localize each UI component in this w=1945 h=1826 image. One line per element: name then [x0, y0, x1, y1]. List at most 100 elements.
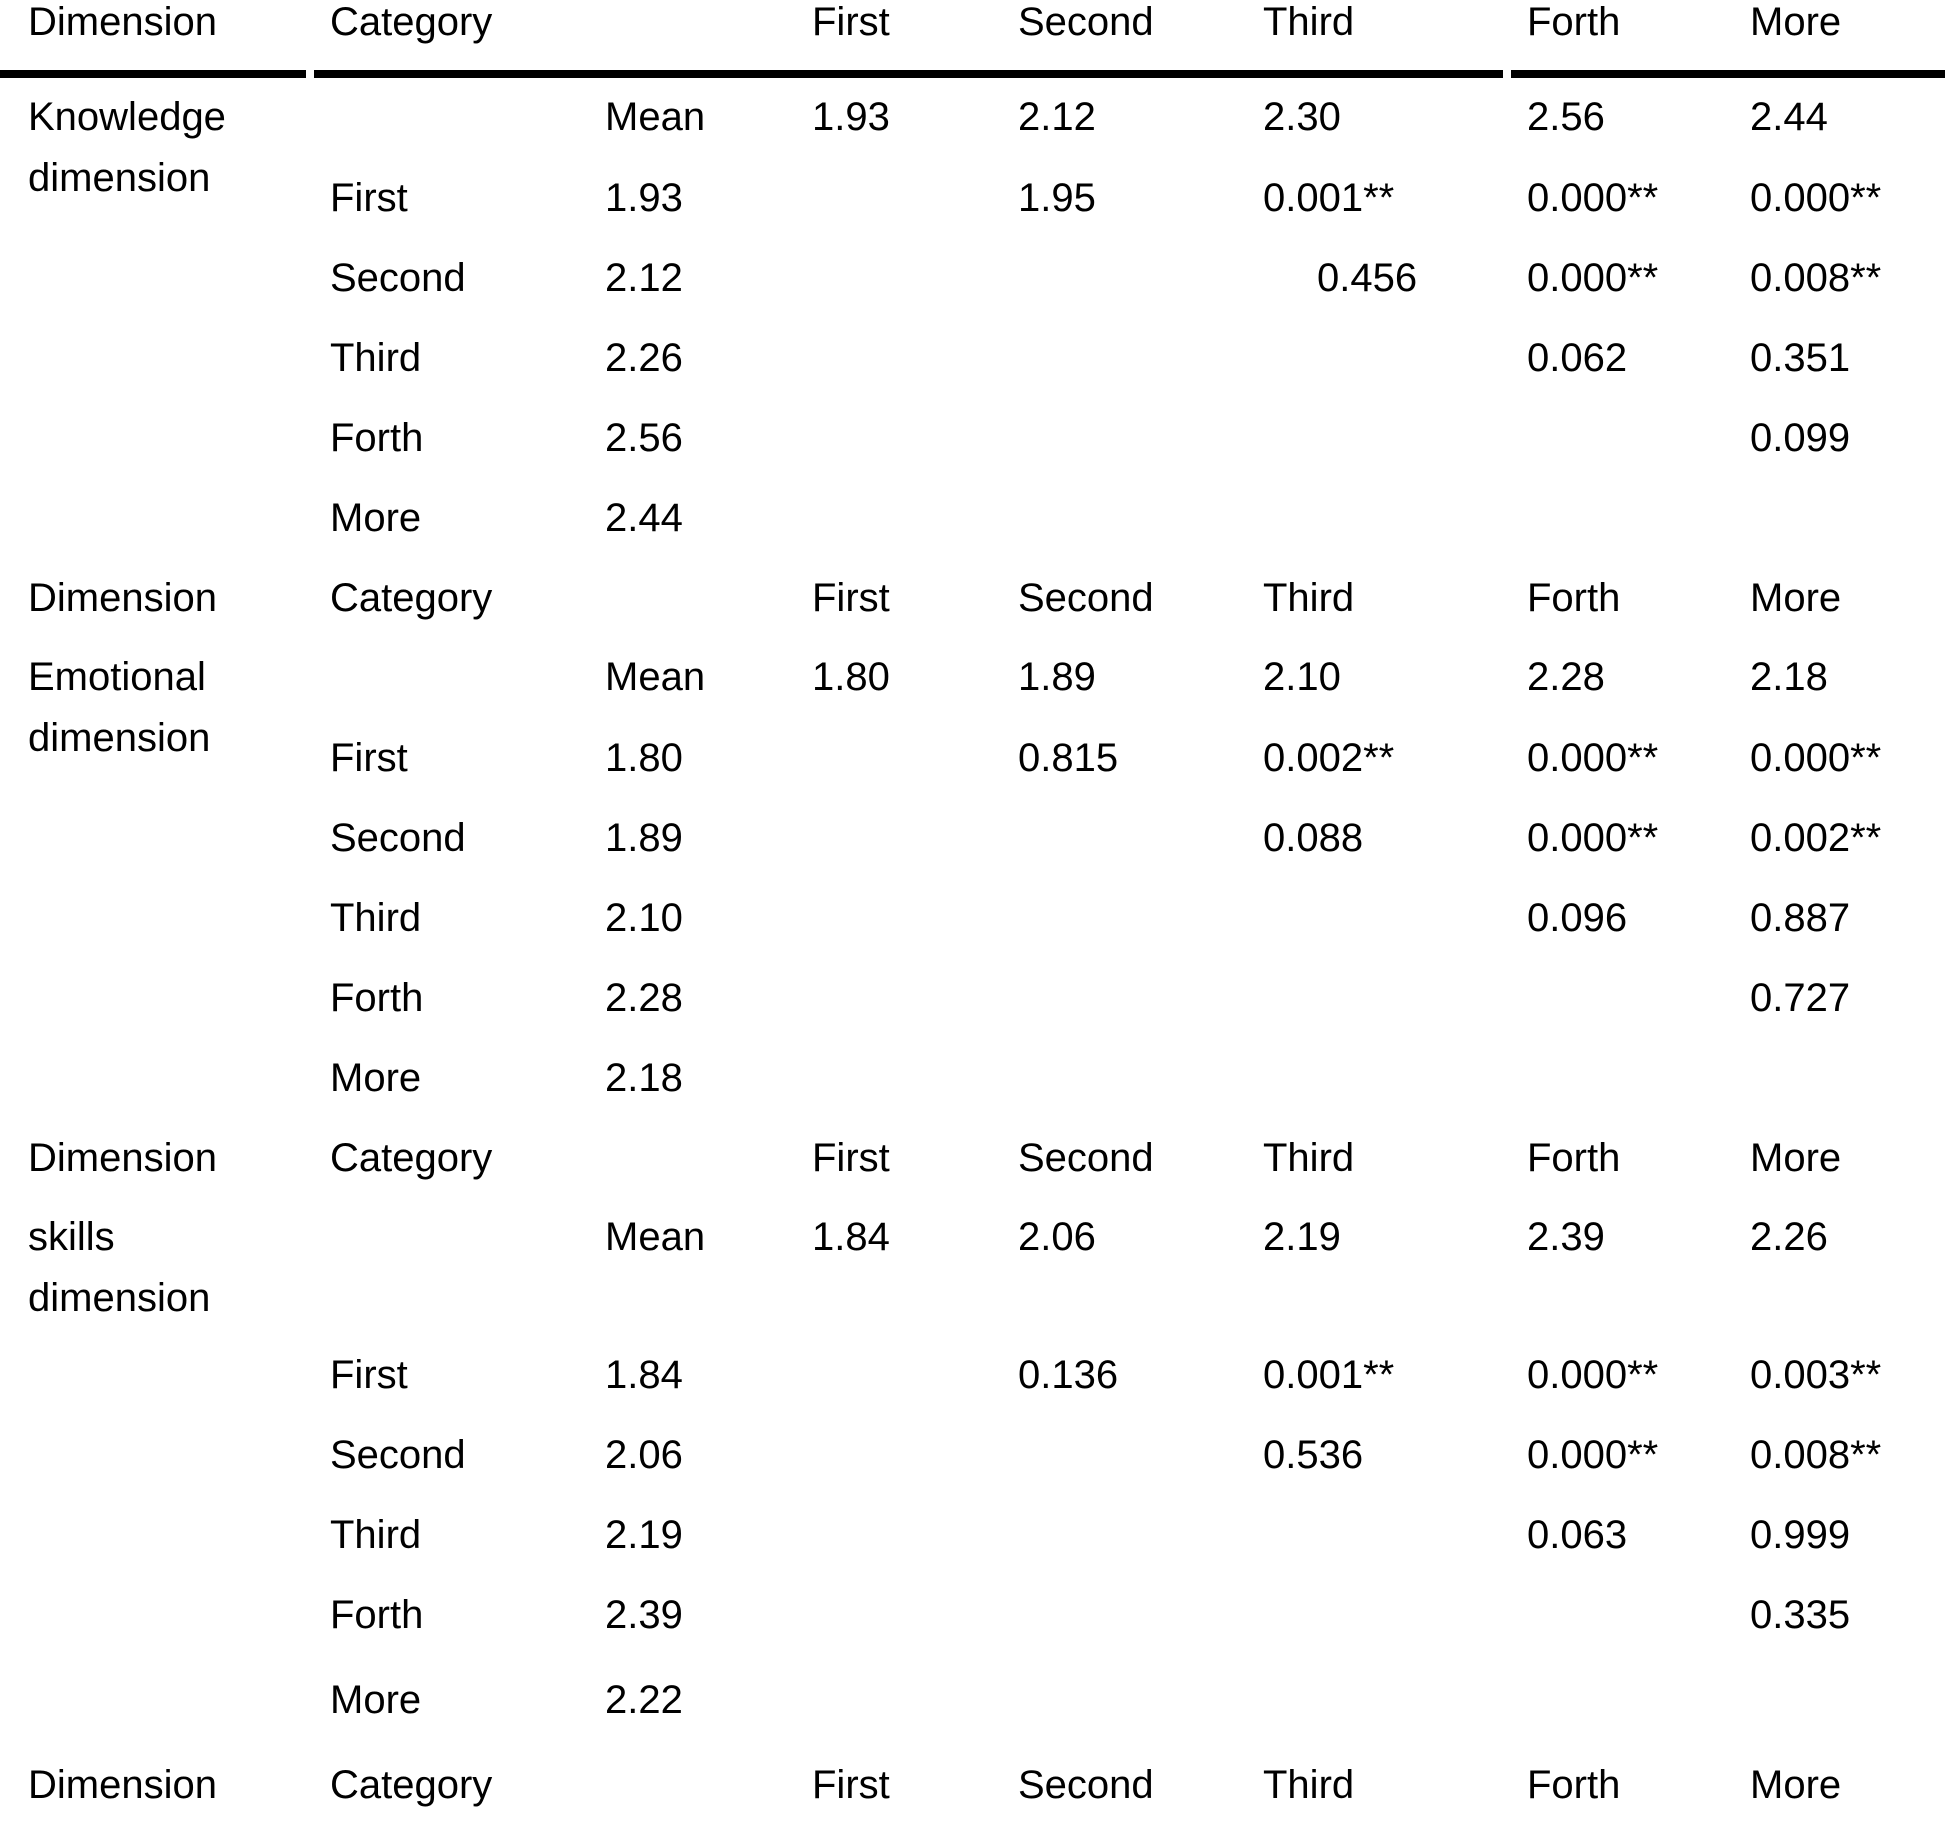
cell-p-third: 0.001** — [1263, 175, 1395, 220]
mean-value-second: 2.12 — [1018, 95, 1096, 139]
cell-p-more: 0.727 — [1750, 975, 1851, 1020]
mean-value-third: 2.19 — [1263, 1215, 1341, 1259]
column-header-third: Third — [1263, 575, 1355, 620]
mean-value-first: 1.84 — [812, 1215, 890, 1259]
cell-category-mean: 2.28 — [605, 975, 683, 1020]
column-header-more: More — [1750, 1135, 1842, 1180]
dimension-name-line2: dimension — [28, 1276, 211, 1320]
table-header-row: Dimension Category First Second Third Fo… — [0, 0, 1945, 78]
table-header-row: Dimension Category First Second Third Fo… — [0, 1745, 1945, 1826]
cell-category: First — [330, 1352, 408, 1397]
column-header-more: More — [1750, 575, 1842, 620]
dimension-name-line1: skills — [28, 1215, 115, 1259]
cell-p-forth: 0.000** — [1527, 735, 1659, 780]
cell-category: Second — [330, 255, 466, 300]
cell-category: Forth — [330, 975, 424, 1020]
cell-category-mean: 1.84 — [605, 1352, 683, 1397]
column-header-first: First — [812, 1763, 890, 1807]
table-header-row: Dimension Category First Second Third Fo… — [0, 1118, 1945, 1198]
column-header-third: Third — [1263, 1135, 1355, 1180]
column-header-forth: Forth — [1527, 0, 1621, 44]
cell-category: Third — [330, 335, 422, 380]
table-row: Second 2.06 0.536 0.000** 0.008** — [0, 1415, 1945, 1495]
dimension-name-line2: dimension — [28, 716, 211, 760]
column-header-second: Second — [1018, 1135, 1154, 1180]
cell-category: Second — [330, 815, 466, 860]
dimension-name: skills dimension — [0, 1198, 330, 1329]
cell-category-mean: 2.44 — [605, 495, 683, 540]
mean-value-forth: 2.56 — [1527, 95, 1605, 139]
dimension-name: Emotional dimension — [0, 638, 330, 769]
cell-category: More — [330, 1677, 422, 1722]
cell-p-more: 0.000** — [1750, 175, 1882, 220]
table-row: Forth 2.39 0.335 — [0, 1575, 1945, 1655]
column-header-third: Third — [1263, 1763, 1355, 1807]
cell-p-forth: 0.063 — [1527, 1512, 1628, 1557]
mean-label: Mean — [605, 95, 706, 139]
table-row: More 2.22 — [0, 1655, 1945, 1745]
cell-p-more: 0.887 — [1750, 895, 1851, 940]
cell-p-forth: 0.000** — [1527, 1432, 1659, 1477]
cell-p-second: 0.136 — [1018, 1352, 1119, 1397]
cell-p-more: 0.999 — [1750, 1512, 1851, 1557]
dimension-name: Knowledge dimension — [0, 78, 330, 209]
cell-category: Forth — [330, 415, 424, 460]
cell-category: Second — [330, 1432, 466, 1477]
table-row: Third 2.26 0.062 0.351 — [0, 318, 1945, 398]
column-header-category: Category — [330, 1135, 493, 1180]
cell-category-mean: 2.56 — [605, 415, 683, 460]
mean-row: Emotional dimension Mean 1.80 1.89 2.10 … — [0, 638, 1945, 760]
table-row: More 2.44 — [0, 478, 1945, 558]
cell-empty — [330, 78, 605, 87]
cell-category: First — [330, 175, 408, 220]
cell-category: More — [330, 495, 422, 540]
mean-value-more: 2.26 — [1750, 1215, 1828, 1259]
column-header-first: First — [812, 1135, 890, 1180]
cell-category-mean: 2.39 — [605, 1592, 683, 1637]
column-header-second: Second — [1018, 575, 1154, 620]
mean-value-first: 1.93 — [812, 95, 890, 139]
cell-p-more: 0.335 — [1750, 1592, 1851, 1637]
column-header-dimension: Dimension — [28, 575, 217, 620]
header-rule-segment — [314, 70, 1503, 78]
table-row: Third 2.10 0.096 0.887 — [0, 878, 1945, 958]
column-header-category: Category — [330, 0, 493, 44]
column-header-more: More — [1750, 1763, 1842, 1807]
column-header-dimension: Dimension — [28, 1135, 217, 1180]
column-header-first: First — [812, 0, 890, 44]
cell-p-more: 0.351 — [1750, 335, 1851, 380]
header-rule-segment — [0, 70, 306, 78]
cell-p-forth: 0.062 — [1527, 335, 1628, 380]
cell-category-mean: 2.06 — [605, 1432, 683, 1477]
cell-category: Third — [330, 895, 422, 940]
mean-value-second: 1.89 — [1018, 655, 1096, 699]
column-header-category: Category — [330, 575, 493, 620]
column-header-more: More — [1750, 0, 1842, 44]
cell-category-mean: 2.19 — [605, 1512, 683, 1557]
mean-label: Mean — [605, 655, 706, 699]
cell-p-more: 0.002** — [1750, 815, 1882, 860]
cell-p-third: 0.001** — [1263, 1352, 1395, 1397]
table-row: First 1.84 0.136 0.001** 0.000** 0.003** — [0, 1335, 1945, 1415]
column-header-third: Third — [1263, 0, 1355, 44]
table-row: Forth 2.56 0.099 — [0, 398, 1945, 478]
dimension-name-line1: Emotional — [28, 655, 206, 699]
cell-p-second: 0.815 — [1018, 735, 1119, 780]
cell-p-more: 0.008** — [1750, 255, 1882, 300]
column-header-forth: Forth — [1527, 1763, 1621, 1807]
cell-category: Forth — [330, 1592, 424, 1637]
table-row: First 1.80 0.815 0.002** 0.000** 0.000** — [0, 718, 1945, 798]
cell-category-mean: 2.12 — [605, 255, 683, 300]
mean-value-third: 2.30 — [1263, 95, 1341, 139]
mean-row: skills dimension Mean 1.84 2.06 2.19 2.3… — [0, 1198, 1945, 1335]
table-row: Third 2.19 0.063 0.999 — [0, 1495, 1945, 1575]
cell-category-mean: 2.10 — [605, 895, 683, 940]
column-header-forth: Forth — [1527, 1135, 1621, 1180]
cell-p-third: 0.002** — [1263, 735, 1395, 780]
cell-p-forth: 0.000** — [1527, 175, 1659, 220]
cell-p-more: 0.000** — [1750, 735, 1882, 780]
dimension-name-line1: Knowledge — [28, 95, 226, 139]
header-rule-segment — [1511, 70, 1945, 78]
column-header-first: First — [812, 575, 890, 620]
cell-category-mean: 2.18 — [605, 1055, 683, 1100]
